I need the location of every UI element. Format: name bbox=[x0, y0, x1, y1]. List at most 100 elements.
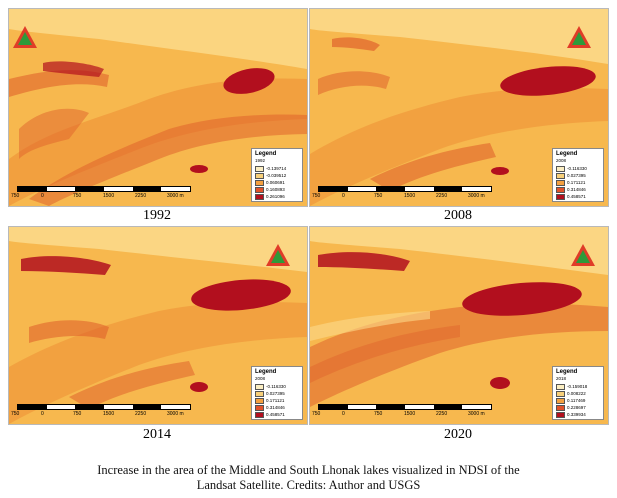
legend-row: -0.116330 bbox=[556, 165, 600, 172]
legend-swatch bbox=[556, 390, 565, 397]
legend-row: 0.117469 bbox=[556, 397, 600, 404]
legend-title: Legend bbox=[255, 151, 277, 157]
legend-value: 0.171121 bbox=[567, 180, 586, 185]
legend-swatch bbox=[556, 411, 565, 418]
legend-swatch bbox=[255, 186, 264, 193]
legend-swatch bbox=[255, 383, 264, 390]
north-arrow-icon bbox=[567, 26, 591, 48]
legend-swatch bbox=[255, 179, 264, 186]
legend-swatch bbox=[255, 397, 264, 404]
lake-upper bbox=[500, 66, 596, 96]
scale-label: 750 bbox=[312, 411, 321, 417]
caption-line-1: Increase in the area of the Middle and S… bbox=[97, 463, 520, 477]
legend-title: Legend bbox=[556, 369, 578, 375]
north-arrow-icon bbox=[266, 244, 290, 266]
legend-value: 0.314846 bbox=[567, 187, 586, 192]
legend-layer: 2008 bbox=[255, 376, 266, 381]
legend-value: 0.458571 bbox=[266, 412, 285, 417]
scale-label: 2250 bbox=[135, 193, 147, 199]
legend-swatch bbox=[255, 193, 264, 200]
scale-label: 750 bbox=[374, 411, 383, 417]
legend-row: -0.116330 bbox=[255, 383, 299, 390]
scale-label: 2250 bbox=[436, 411, 448, 417]
year-label-2014: 2014 bbox=[143, 427, 171, 442]
legend-layer: 1992 bbox=[255, 158, 266, 163]
legend-title: Legend bbox=[556, 151, 578, 157]
legend-row: 0.458571 bbox=[255, 411, 299, 418]
legend-value: 0.008222 bbox=[567, 391, 586, 396]
year-label-2008: 2008 bbox=[444, 208, 472, 223]
scale-label: 3000 m bbox=[167, 193, 184, 199]
legend-row: 0.008222 bbox=[556, 390, 600, 397]
map-panel-2020: 750 0 750 1500 2250 3000 m Legend 2018 -… bbox=[309, 226, 609, 425]
legend-swatch bbox=[255, 172, 264, 179]
legend-row: -0.139714 bbox=[255, 165, 299, 172]
legend-swatch bbox=[556, 165, 565, 172]
caption-line-2: Landsat Satellite. Credits: Author and U… bbox=[196, 478, 421, 492]
map-panel-1992: 750 0 750 1500 2250 3000 m Legend 1992 -… bbox=[8, 8, 308, 207]
ndsi-terrain-map bbox=[9, 9, 307, 206]
legend-value: 0.228697 bbox=[567, 405, 586, 410]
lake-small bbox=[491, 167, 509, 175]
lake-upper bbox=[191, 279, 291, 311]
scale-bar: 750 0 750 1500 2250 3000 m bbox=[312, 186, 508, 200]
legend-value: 0.458571 bbox=[567, 194, 586, 199]
scale-label: 2250 bbox=[436, 193, 448, 199]
legend-value: -0.039512 bbox=[266, 173, 287, 178]
legend-value: -0.139714 bbox=[266, 166, 287, 171]
map-panel-2008: 750 0 750 1500 2250 3000 m Legend 2008 -… bbox=[309, 8, 609, 207]
legend-swatch bbox=[556, 193, 565, 200]
legend-row: 0.171121 bbox=[255, 397, 299, 404]
scale-label: 0 bbox=[342, 411, 345, 417]
north-arrow-icon bbox=[13, 26, 37, 48]
legend-value: 0.117469 bbox=[567, 398, 586, 403]
legend-row: 0.228697 bbox=[556, 404, 600, 411]
lake-small bbox=[190, 165, 208, 173]
north-arrow-icon bbox=[571, 244, 595, 266]
legend-value: -0.159018 bbox=[567, 384, 588, 389]
legend-value: 0.060691 bbox=[266, 180, 285, 185]
legend-value: 0.027395 bbox=[567, 173, 586, 178]
legend: Legend 1992 -0.139714 -0.039512 0.060691… bbox=[251, 148, 303, 202]
legend-swatch bbox=[556, 404, 565, 411]
legend-row: 0.160893 bbox=[255, 186, 299, 193]
scale-label: 1500 bbox=[404, 411, 416, 417]
figure-caption: Increase in the area of the Middle and S… bbox=[10, 463, 607, 493]
legend-swatch bbox=[556, 172, 565, 179]
legend-row: 0.314846 bbox=[556, 186, 600, 193]
legend-layer: 2018 bbox=[556, 376, 567, 381]
scale-bar: 750 0 750 1500 2250 3000 m bbox=[312, 404, 508, 418]
legend-row: 0.027395 bbox=[556, 172, 600, 179]
legend-value: 0.171121 bbox=[266, 398, 285, 403]
scale-label: 1500 bbox=[103, 411, 115, 417]
legend-value: 0.027395 bbox=[266, 391, 285, 396]
scale-label: 2250 bbox=[135, 411, 147, 417]
legend-row: 0.458571 bbox=[556, 193, 600, 200]
scale-label: 0 bbox=[41, 411, 44, 417]
legend: Legend 2008 -0.116330 0.027395 0.171121 … bbox=[251, 366, 303, 420]
scale-label: 750 bbox=[73, 193, 82, 199]
scale-label: 1500 bbox=[404, 193, 416, 199]
legend-value: -0.116330 bbox=[266, 384, 286, 389]
legend-swatch bbox=[556, 179, 565, 186]
legend-swatch bbox=[255, 411, 264, 418]
lake-upper bbox=[462, 282, 582, 316]
scale-bar: 750 0 750 1500 2250 3000 m bbox=[11, 404, 207, 418]
scale-label: 1500 bbox=[103, 193, 115, 199]
legend-row: 0.171121 bbox=[556, 179, 600, 186]
legend-swatch bbox=[556, 383, 565, 390]
legend-value: 0.339934 bbox=[567, 412, 586, 417]
scale-label: 750 bbox=[374, 193, 383, 199]
scale-label: 3000 m bbox=[468, 193, 485, 199]
legend-swatch bbox=[556, 186, 565, 193]
legend-row: 0.314846 bbox=[255, 404, 299, 411]
legend-row: 0.027395 bbox=[255, 390, 299, 397]
legend-swatch bbox=[255, 404, 264, 411]
scale-label: 750 bbox=[312, 193, 321, 199]
legend: Legend 2018 -0.159018 0.008222 0.117469 … bbox=[552, 366, 604, 420]
year-label-2020: 2020 bbox=[444, 427, 472, 442]
scale-label: 0 bbox=[41, 193, 44, 199]
legend-row: 0.339934 bbox=[556, 411, 600, 418]
legend-row: -0.039512 bbox=[255, 172, 299, 179]
legend-row: 0.060691 bbox=[255, 179, 299, 186]
